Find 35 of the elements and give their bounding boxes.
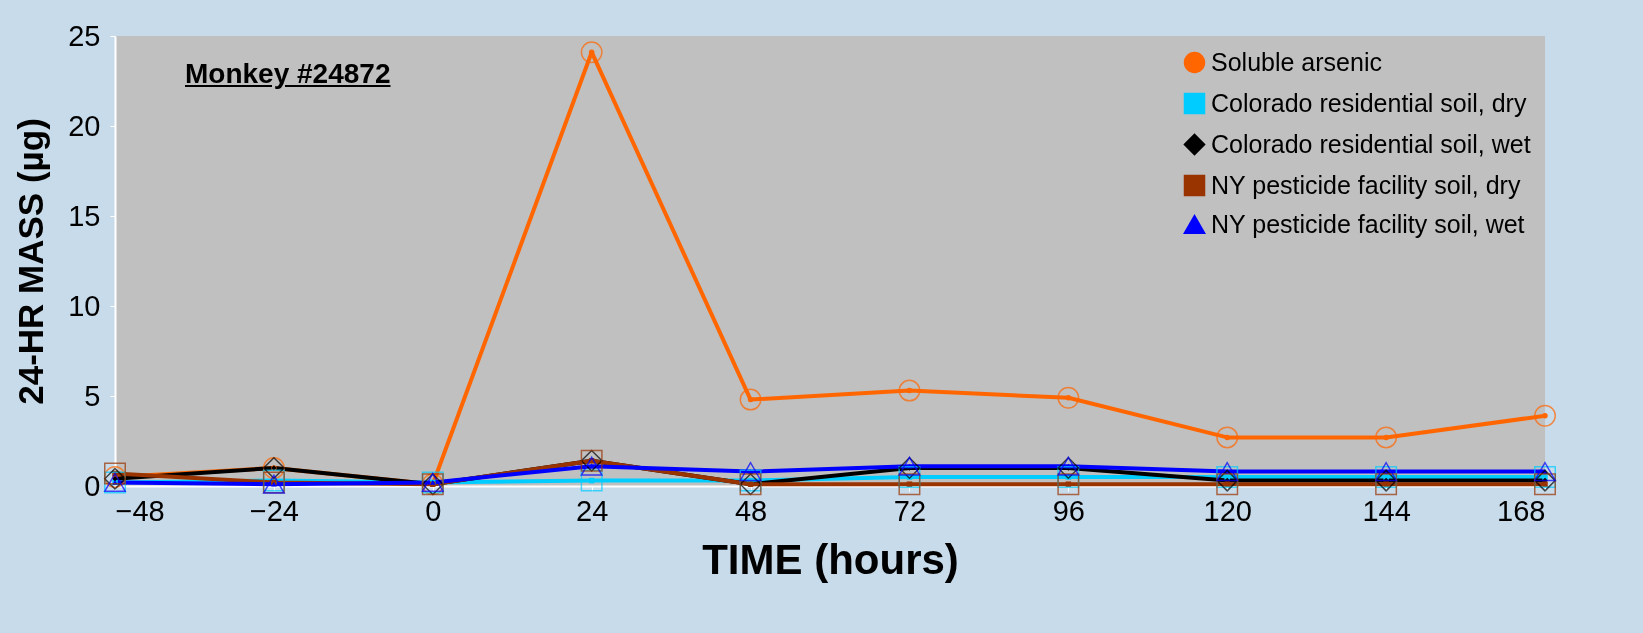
x-tick-label: 120 bbox=[1203, 494, 1252, 527]
point bbox=[1216, 426, 1239, 449]
point bbox=[580, 41, 603, 64]
text: Monkey #24872 bbox=[185, 58, 391, 90]
point bbox=[1057, 386, 1080, 409]
y-tick-label: 20 bbox=[68, 109, 101, 142]
legend-label: Soluble arsenic bbox=[1211, 47, 1382, 76]
x-tick-label: 168 bbox=[1497, 494, 1546, 527]
legend-label: Colorado residential soil, dry bbox=[1211, 88, 1527, 117]
legend-label: NY pesticide facility soil, wet bbox=[1211, 209, 1525, 238]
legend-label: Colorado residential soil, wet bbox=[1211, 129, 1531, 158]
x-tick-label: 0 bbox=[425, 494, 442, 527]
x-tick-label: 24 bbox=[576, 494, 609, 527]
point bbox=[898, 379, 921, 402]
point bbox=[898, 473, 921, 496]
x-tick-label: 144 bbox=[1362, 494, 1411, 527]
y-axis-title: 24-HR MASS (µg) bbox=[11, 118, 51, 405]
x-tick-label: 48 bbox=[734, 494, 768, 527]
point bbox=[580, 456, 603, 476]
y-tick-label: 15 bbox=[68, 199, 101, 232]
point bbox=[1375, 426, 1398, 449]
legend-label: NY pesticide facility soil, dry bbox=[1211, 170, 1521, 199]
x-tick-label: −24 bbox=[249, 494, 299, 527]
x-axis-title: TIME (hours) bbox=[702, 535, 959, 583]
y-tick-label: 10 bbox=[68, 289, 101, 322]
y-tick-label: 25 bbox=[68, 19, 101, 52]
y-tick-label: 0 bbox=[84, 469, 101, 502]
point bbox=[1057, 473, 1080, 496]
point bbox=[1534, 404, 1556, 427]
point bbox=[739, 461, 762, 482]
y-tick-label: 5 bbox=[84, 379, 101, 412]
point bbox=[739, 388, 762, 411]
x-tick-label: 72 bbox=[893, 494, 927, 527]
x-tick-label: 96 bbox=[1052, 494, 1085, 527]
x-tick-label: −48 bbox=[115, 494, 165, 527]
